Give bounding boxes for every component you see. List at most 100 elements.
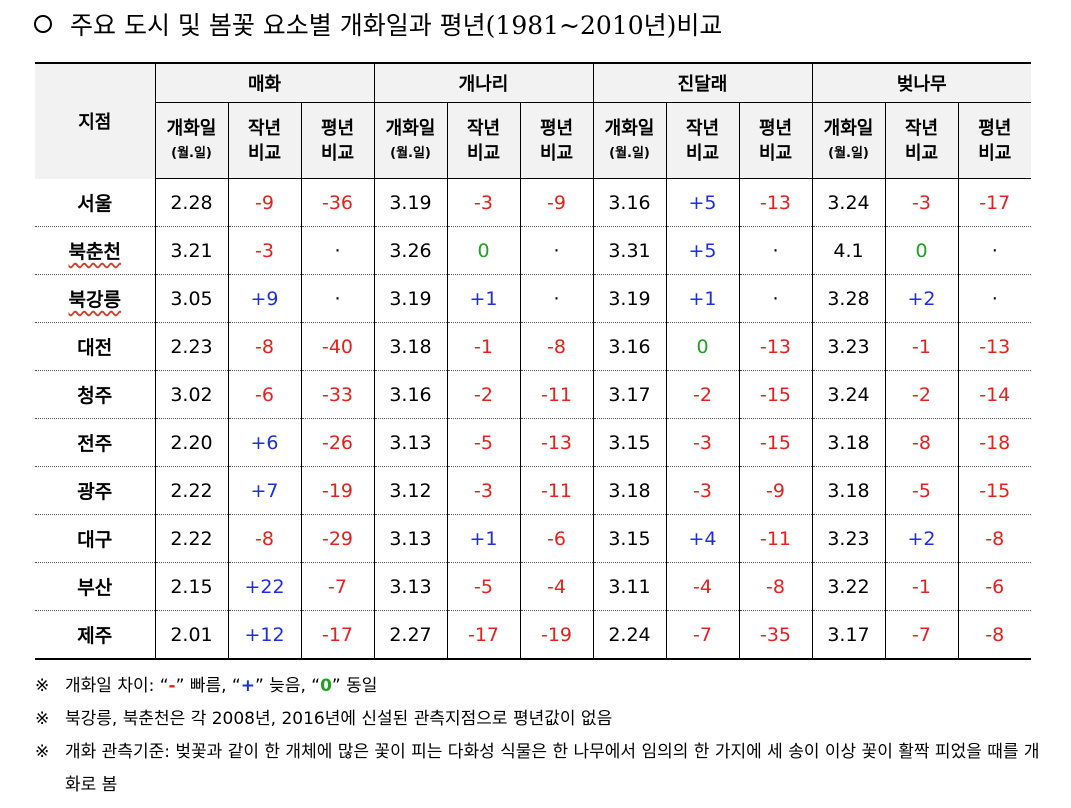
- sub-header: 작년 비교: [227, 102, 302, 179]
- sub-header-line: (월.일): [609, 145, 650, 161]
- diff-cell: -9: [738, 466, 813, 515]
- date-cell: 2.15: [154, 562, 229, 611]
- date-cell: 3.15: [592, 418, 667, 467]
- sub-header-line: 비교: [685, 142, 720, 164]
- diff-cell: 0: [446, 226, 521, 275]
- sub-header-line: 평년: [978, 117, 1012, 139]
- station-name: 대구: [35, 514, 156, 563]
- diff-cell: -3: [665, 418, 740, 467]
- sub-header-line: (월.일): [828, 145, 869, 161]
- date-cell: 3.18: [811, 466, 886, 515]
- date-cell: 2.24: [592, 610, 667, 660]
- date-cell: 2.20: [154, 418, 229, 467]
- sub-header: 평년 비교: [300, 102, 375, 179]
- diff-cell: -8: [957, 610, 1031, 660]
- note: ※ 개화일 차이: “-” 빠름, “+” 늦음, “0” 동일: [35, 670, 1045, 703]
- date-cell: 3.13: [373, 418, 448, 467]
- note-text: -: [168, 676, 176, 696]
- station-name: 서울: [35, 178, 156, 227]
- date-cell: 2.01: [154, 610, 229, 660]
- data-row: 광주 2.22 +7 -19 3.12 -3 -11 3.18 -3 -9 3.18 -5 -15: [35, 466, 1031, 515]
- date-cell: 2.28: [154, 178, 229, 227]
- date-cell: 3.02: [154, 370, 229, 419]
- diff-cell: -13: [519, 418, 594, 467]
- bloom-table: 지점 매화 개나리 진달래 벚나무 개화일 (월.일) 작년 비교 평년 비교 개화일 (월.일) 작년…: [35, 62, 1031, 660]
- title-text: 주요 도시 및 봄꽃 요소별 개화일과 평년(1981~2010년)비교: [70, 11, 723, 40]
- group-header: 진달래: [592, 62, 813, 103]
- diff-cell: +1: [446, 514, 521, 563]
- station-name-text: 북강릉: [68, 289, 121, 311]
- diff-cell: ·: [957, 274, 1031, 323]
- sub-header-line: 작년: [466, 117, 501, 139]
- date-cell: 3.26: [373, 226, 448, 275]
- diff-cell: +4: [665, 514, 740, 563]
- data-row: 부산 2.15 +22 -7 3.13 -5 -4 3.11 -4 -8 3.22 -1 -6: [35, 562, 1031, 611]
- sub-header: 개화일 (월.일): [811, 102, 886, 179]
- sub-header-line: (월.일): [171, 145, 212, 161]
- note-marker: ※: [35, 709, 50, 729]
- corner-header: 지점: [35, 62, 156, 179]
- station-name-text: 부산: [77, 577, 113, 599]
- station-name-text: 청주: [77, 385, 113, 407]
- date-cell: 3.13: [373, 562, 448, 611]
- diff-cell: -33: [300, 370, 375, 419]
- diff-cell: -9: [227, 178, 302, 227]
- note-text: ” 늦음, “: [254, 676, 321, 696]
- date-cell: 3.19: [592, 274, 667, 323]
- diff-cell: ·: [519, 226, 594, 275]
- sub-header-line: 작년: [904, 117, 939, 139]
- diff-cell: -6: [957, 562, 1031, 611]
- note-text: 개화일 차이: “: [65, 676, 169, 696]
- sub-row: 개화일 (월.일) 작년 비교 평년 비교 개화일 (월.일) 작년 비교 평년 비교 개화일 (월.일)…: [35, 102, 1031, 179]
- data-row: 청주 3.02 -6 -33 3.16 -2 -11 3.17 -2 -15 3.24 -2 -14: [35, 370, 1031, 419]
- diff-cell: -3: [665, 466, 740, 515]
- diff-cell: -3: [446, 466, 521, 515]
- diff-cell: -40: [300, 322, 375, 371]
- sub-header-line: 개화일: [166, 117, 217, 139]
- data-row: 대구 2.22 -8 -29 3.13 +1 -6 3.15 +4 -11 3.23 +2 -8: [35, 514, 1031, 563]
- date-cell: 3.16: [373, 370, 448, 419]
- station-name: 전주: [35, 418, 156, 467]
- date-cell: 3.18: [811, 418, 886, 467]
- date-cell: 2.27: [373, 610, 448, 660]
- date-cell: 3.21: [154, 226, 229, 275]
- sub-header-line: (월.일): [390, 145, 431, 161]
- date-cell: 2.22: [154, 466, 229, 515]
- station-name: 대전: [35, 322, 156, 371]
- station-name-text: 제주: [77, 625, 113, 647]
- diff-cell: -18: [957, 418, 1031, 467]
- data-row: 전주 2.20 +6 -26 3.13 -5 -13 3.15 -3 -15 3.18 -8 -18: [35, 418, 1031, 467]
- station-name: 제주: [35, 610, 156, 660]
- note-marker: ※: [35, 676, 50, 696]
- date-cell: 2.23: [154, 322, 229, 371]
- diff-cell: -2: [665, 370, 740, 419]
- table-body: 서울 2.28 -9 -36 3.19 -3 -9 3.16 +5 -13 3.24 -3 -17 북춘천…: [35, 178, 1031, 660]
- sub-header: 평년 비교: [738, 102, 813, 179]
- diff-cell: ·: [957, 226, 1031, 275]
- diff-cell: +5: [665, 178, 740, 227]
- date-cell: 3.17: [592, 370, 667, 419]
- date-cell: 2.22: [154, 514, 229, 563]
- sub-header-line: 개화일: [604, 117, 655, 139]
- diff-cell: -7: [665, 610, 740, 660]
- sub-header-line: 작년: [247, 117, 282, 139]
- date-cell: 3.31: [592, 226, 667, 275]
- diff-cell: 0: [884, 226, 959, 275]
- data-row: 북춘천 3.21 -3 · 3.26 0 · 3.31 +5 · 4.1 0 ·: [35, 226, 1031, 275]
- diff-cell: +5: [665, 226, 740, 275]
- station-name-text: 북춘천: [68, 241, 121, 263]
- diff-cell: -17: [300, 610, 375, 660]
- note-text: 북강릉, 북춘천은 각 2008년, 2016년에 신설된 관측지점으로 평년값…: [65, 709, 613, 729]
- diff-cell: -8: [738, 562, 813, 611]
- note-text: 0: [320, 676, 332, 696]
- diff-cell: -26: [300, 418, 375, 467]
- diff-cell: -1: [446, 322, 521, 371]
- diff-cell: -4: [665, 562, 740, 611]
- diff-cell: +2: [884, 514, 959, 563]
- station-name-text: 대구: [77, 529, 113, 551]
- diff-cell: ·: [738, 274, 813, 323]
- sub-header-line: 평년: [320, 117, 355, 139]
- diff-cell: -3: [884, 178, 959, 227]
- sub-header: 개화일 (월.일): [373, 102, 448, 179]
- title: 주요 도시 및 봄꽃 요소별 개화일과 평년(1981~2010년)비교: [34, 6, 722, 42]
